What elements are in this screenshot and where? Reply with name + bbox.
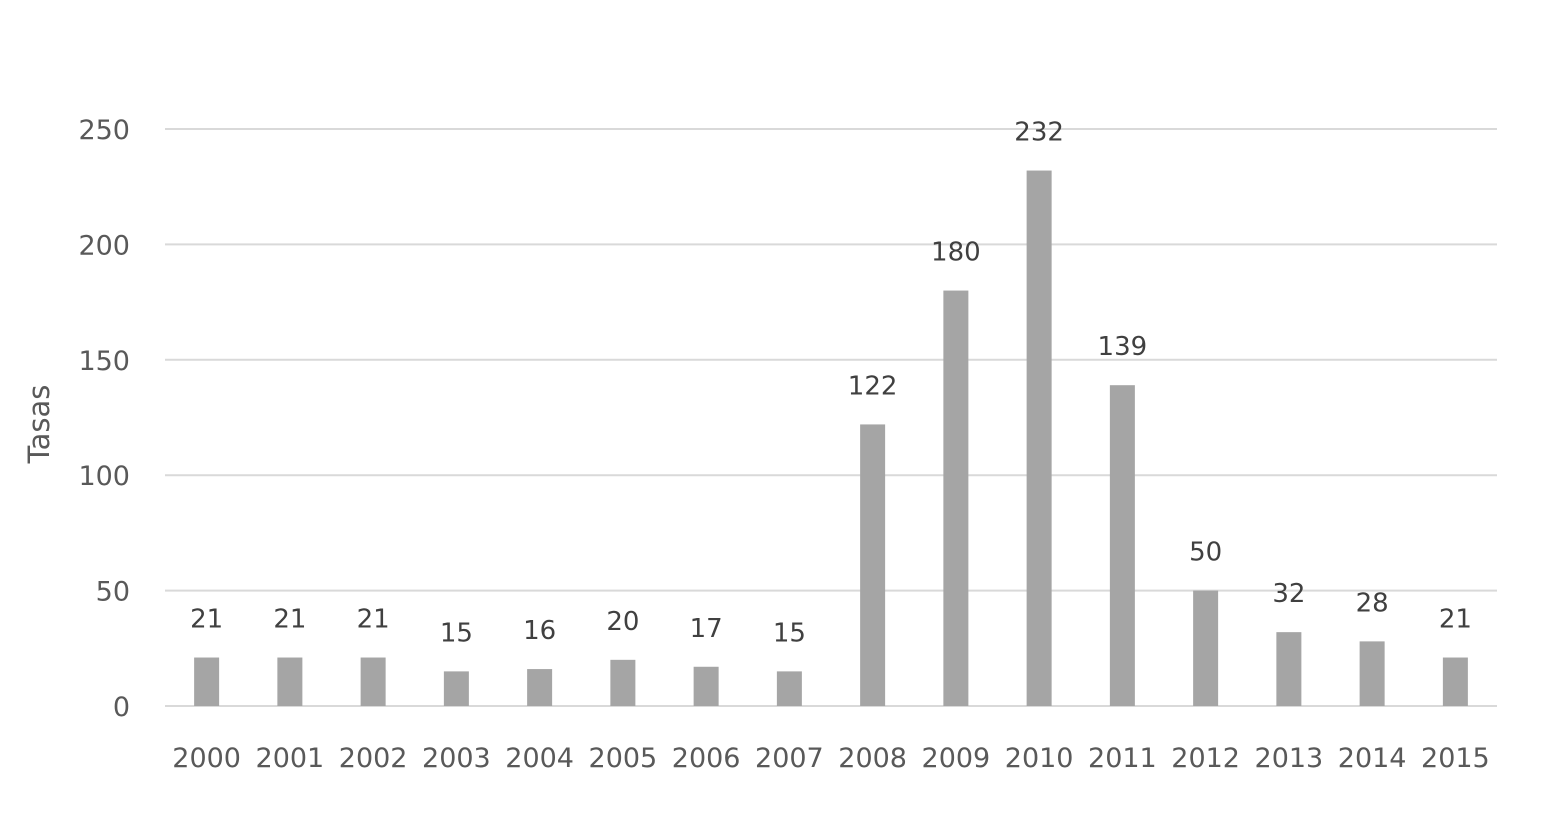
data-label-2000: 21 [190,605,223,635]
bar-2009 [943,290,969,706]
y-tick-label: 0 [113,692,130,723]
data-label-2011: 139 [1098,332,1148,362]
data-label-2002: 21 [357,605,390,635]
bar-2003 [443,671,469,706]
data-label-2015: 21 [1439,605,1472,635]
data-label-2009: 180 [931,238,981,268]
bar-2015 [1442,657,1468,706]
data-label-2001: 21 [273,605,306,635]
bar-2012 [1193,590,1219,706]
data-label-2004: 16 [523,616,556,646]
data-label-2012: 50 [1189,538,1222,568]
gridlines [165,128,1497,707]
y-tick-label: 100 [78,461,130,492]
bar-2002 [360,657,386,706]
bar-2005 [610,659,636,706]
y-axis-title: Tasas [22,385,56,465]
data-label-2006: 17 [690,614,723,644]
x-tick-label-2006: 2006 [672,743,741,774]
x-tick-label-2007: 2007 [755,743,824,774]
data-label-2005: 20 [606,607,639,637]
data-label-2008: 122 [848,371,898,401]
bars [194,170,1468,706]
x-axis-ticks: 2000 2001 2002 2003 2004 2005 2006 2007 2008 2009… [172,743,1489,774]
bar-2004 [527,669,553,706]
bar-2006 [693,666,719,706]
bar-2000 [194,657,220,706]
bar-2008 [860,424,886,706]
bar-2014 [1359,641,1385,706]
x-tick-label-2015: 2015 [1421,743,1490,774]
data-label-2003: 15 [440,618,473,648]
x-tick-label-2012: 2012 [1171,743,1240,774]
x-tick-label-2008: 2008 [838,743,907,774]
bar-2010 [1026,170,1052,706]
x-tick-label-2013: 2013 [1255,743,1324,774]
x-tick-label-2009: 2009 [922,743,991,774]
y-tick-label: 200 [78,230,130,261]
bar-2001 [277,657,303,706]
y-tick-label: 50 [96,577,130,608]
x-tick-label-2005: 2005 [589,743,658,774]
x-tick-label-2014: 2014 [1338,743,1407,774]
x-tick-label-2002: 2002 [339,743,408,774]
x-tick-label-2004: 2004 [505,743,574,774]
y-axis-ticks: 0 50 100 150 200 250 [78,115,130,723]
data-label-2013: 32 [1272,579,1305,609]
y-tick-label: 150 [78,346,130,377]
data-label-2010: 232 [1014,118,1064,148]
x-tick-label-2003: 2003 [422,743,491,774]
data-label-2007: 15 [773,618,806,648]
x-tick-label-2010: 2010 [1005,743,1074,774]
x-tick-label-2001: 2001 [256,743,325,774]
bar-2007 [776,671,802,706]
bar-2013 [1276,632,1302,706]
data-labels: 21 21 21 15 16 20 17 15 122 180 232 139 50 32 28 21 [190,118,1472,649]
bar-2011 [1109,385,1135,706]
data-label-2014: 28 [1356,588,1389,618]
x-tick-label-2000: 2000 [172,743,241,774]
y-tick-label: 250 [78,115,130,146]
x-tick-label-2011: 2011 [1088,743,1157,774]
